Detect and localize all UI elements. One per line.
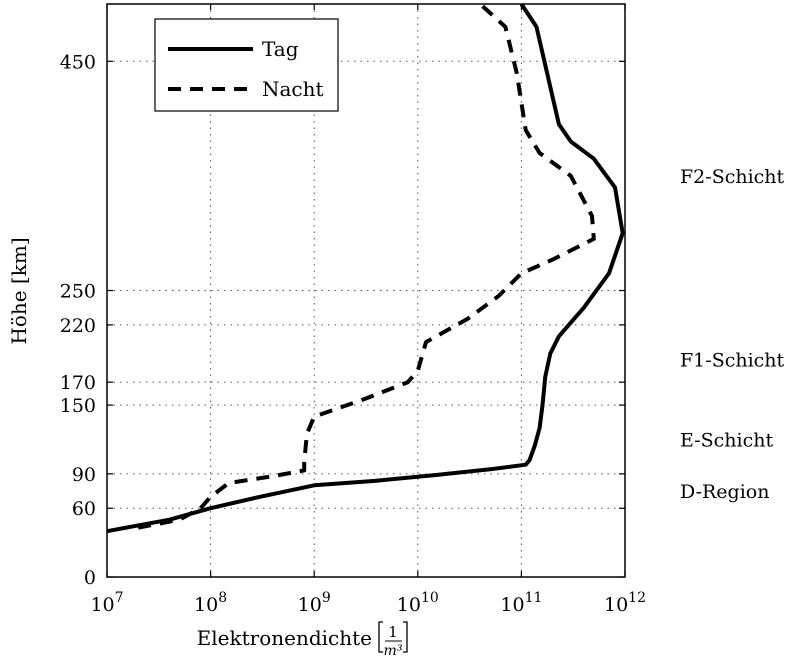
legend: Tag Nacht <box>154 18 339 112</box>
legend-label-tag: Tag <box>262 37 299 61</box>
y-tick-label: 220 <box>60 315 96 337</box>
tick-marks <box>106 4 626 578</box>
region-label: D-Region <box>680 481 769 503</box>
x-tick-label: 108 <box>194 590 227 616</box>
x-tick-labels: 107 108 109 1010 1011 1012 <box>90 590 646 616</box>
x-tick-label: 1012 <box>604 590 646 616</box>
x-tick-label: 1010 <box>397 590 439 616</box>
x-axis-unit: 1 m³ <box>378 621 408 658</box>
y-tick-label: 450 <box>60 51 96 73</box>
x-unit-numerator: 1 <box>388 623 398 641</box>
x-tick-label: 107 <box>90 590 123 616</box>
region-label: F2-Schicht <box>680 166 785 188</box>
y-tick-label: 0 <box>84 567 96 589</box>
x-tick-label: 109 <box>298 590 331 616</box>
x-unit-denominator: m³ <box>384 643 403 658</box>
region-label: F1-Schicht <box>680 349 785 371</box>
x-axis-title: Elektronendichte <box>197 626 372 650</box>
y-tick-label: 150 <box>60 395 96 417</box>
legend-label-nacht: Nacht <box>262 77 324 101</box>
y-tick-label: 60 <box>72 498 96 520</box>
y-tick-label: 250 <box>60 281 96 303</box>
series-line-tag <box>106 2 625 534</box>
y-tick-label: 90 <box>72 464 96 486</box>
x-tick-label: 1011 <box>500 590 542 616</box>
region-label: E-Schicht <box>680 429 773 451</box>
grid-lines <box>107 4 625 577</box>
y-axis-title: Höhe [km] <box>7 237 31 344</box>
y-tick-label: 170 <box>60 372 96 394</box>
region-labels: F2-Schicht F1-Schicht E-Schicht D-Region <box>680 166 785 503</box>
x-axis-label: Elektronendichte 1 m³ <box>197 621 408 658</box>
series-lines <box>106 2 625 534</box>
legend-box <box>154 18 339 112</box>
series-line-nacht <box>137 2 596 530</box>
